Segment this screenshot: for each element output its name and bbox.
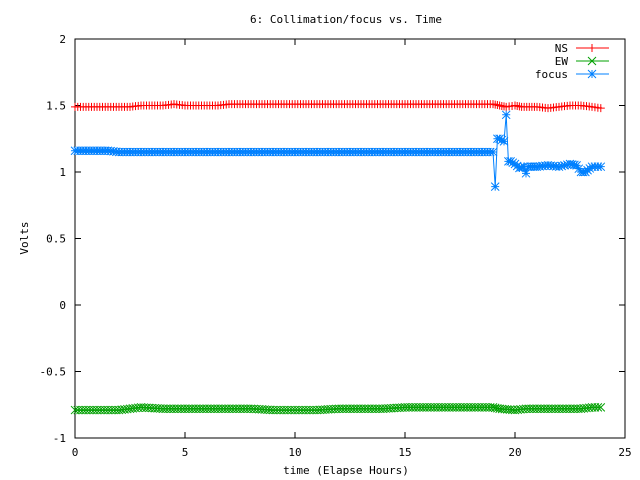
y-tick-label: 2	[59, 33, 66, 46]
data-point-focus	[562, 160, 572, 170]
data-point-EW	[593, 403, 603, 412]
data-point-focus	[574, 164, 584, 174]
y-axis-label: Volts	[18, 221, 31, 254]
y-tick-label: -0.5	[40, 366, 67, 379]
data-point-NS	[596, 104, 605, 113]
y-tick-label: 1	[59, 166, 66, 179]
x-tick-label: 25	[618, 446, 631, 459]
data-point-focus	[490, 182, 500, 191]
x-axis-label: time (Elapse Hours)	[283, 464, 409, 477]
data-point-EW	[596, 403, 606, 412]
plot-frame	[74, 38, 626, 439]
data-point-focus	[560, 160, 569, 170]
data-point-focus	[572, 160, 581, 170]
y-tick-label: -1	[53, 432, 66, 445]
data-point-focus	[508, 158, 518, 168]
data-point-focus	[554, 162, 564, 172]
legend-marker-EW	[587, 56, 597, 66]
y-tick-label: 1.5	[46, 100, 66, 113]
series-NS	[71, 100, 605, 113]
legend-marker-NS	[588, 44, 596, 52]
data-point-focus	[501, 110, 511, 120]
series-EW	[70, 403, 606, 415]
data-point-focus	[557, 161, 567, 171]
x-axis: 0 5 10 15 20 25	[72, 39, 632, 459]
y-tick-label: 0	[59, 299, 66, 312]
legend-label-EW: EW	[555, 55, 569, 68]
legend-label-focus: focus	[535, 68, 568, 81]
data-point-focus	[488, 147, 498, 157]
x-tick-label: 20	[508, 446, 521, 459]
data-point-focus	[495, 134, 504, 144]
x-tick-label: 5	[182, 446, 189, 459]
data-point-focus	[515, 163, 524, 173]
series-focus	[70, 110, 606, 191]
x-tick-label: 10	[288, 446, 301, 459]
data-point-focus	[596, 162, 606, 172]
data-point-focus	[519, 162, 529, 172]
chart-title: 6: Collimation/focus vs. Time	[250, 13, 442, 26]
x-tick-label: 15	[398, 446, 411, 459]
data-point-focus	[497, 135, 507, 145]
y-axis: -1 -0.5 0 0.5 1 1.5 2	[40, 33, 625, 445]
x-tick-label: 0	[72, 446, 79, 459]
legend-label-NS: NS	[555, 42, 568, 55]
data-point-focus	[521, 168, 531, 178]
data-point-focus	[499, 137, 509, 146]
series-layer	[70, 100, 606, 415]
data-point-focus	[506, 157, 515, 166]
data-point-focus	[517, 162, 526, 172]
legend-marker-focus	[587, 69, 597, 79]
y-tick-label: 0.5	[46, 233, 66, 246]
